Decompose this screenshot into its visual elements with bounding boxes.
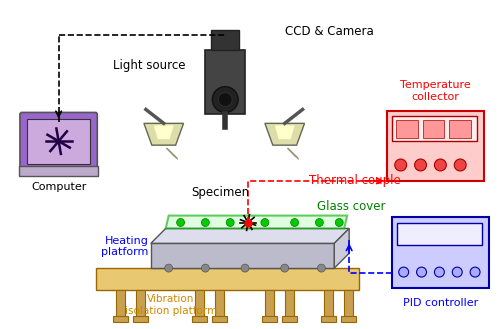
Polygon shape bbox=[265, 123, 304, 145]
FancyBboxPatch shape bbox=[422, 120, 444, 138]
Circle shape bbox=[434, 159, 446, 171]
Circle shape bbox=[202, 218, 209, 226]
Text: Thermal couple: Thermal couple bbox=[310, 174, 401, 187]
Circle shape bbox=[470, 267, 480, 277]
Circle shape bbox=[290, 218, 298, 226]
Circle shape bbox=[226, 218, 234, 226]
Polygon shape bbox=[275, 125, 294, 139]
Circle shape bbox=[318, 264, 326, 272]
Circle shape bbox=[454, 159, 466, 171]
FancyBboxPatch shape bbox=[387, 112, 484, 181]
FancyBboxPatch shape bbox=[19, 166, 98, 176]
Polygon shape bbox=[151, 228, 349, 243]
Text: Glass cover: Glass cover bbox=[318, 200, 386, 213]
FancyBboxPatch shape bbox=[284, 290, 294, 318]
Circle shape bbox=[164, 264, 172, 272]
FancyBboxPatch shape bbox=[206, 50, 245, 114]
Text: Light source: Light source bbox=[112, 59, 185, 72]
Circle shape bbox=[280, 264, 288, 272]
FancyBboxPatch shape bbox=[396, 120, 417, 138]
FancyBboxPatch shape bbox=[20, 113, 98, 171]
FancyBboxPatch shape bbox=[212, 316, 227, 322]
Circle shape bbox=[398, 267, 408, 277]
Circle shape bbox=[176, 218, 184, 226]
FancyBboxPatch shape bbox=[324, 290, 334, 318]
FancyBboxPatch shape bbox=[212, 30, 239, 50]
Polygon shape bbox=[144, 123, 184, 145]
Circle shape bbox=[202, 264, 209, 272]
FancyBboxPatch shape bbox=[341, 316, 356, 322]
Text: Computer: Computer bbox=[31, 182, 86, 192]
Circle shape bbox=[336, 218, 343, 226]
FancyBboxPatch shape bbox=[216, 290, 224, 318]
FancyBboxPatch shape bbox=[282, 316, 296, 322]
Circle shape bbox=[416, 267, 426, 277]
Text: Vibration
isolation platform: Vibration isolation platform bbox=[124, 294, 217, 316]
Circle shape bbox=[452, 267, 462, 277]
Text: PID controller: PID controller bbox=[403, 298, 478, 308]
Circle shape bbox=[241, 264, 249, 272]
Polygon shape bbox=[154, 125, 174, 139]
Circle shape bbox=[316, 218, 324, 226]
FancyBboxPatch shape bbox=[344, 290, 353, 318]
FancyBboxPatch shape bbox=[133, 316, 148, 322]
Text: CCD & Camera: CCD & Camera bbox=[285, 25, 374, 38]
FancyBboxPatch shape bbox=[136, 290, 145, 318]
FancyBboxPatch shape bbox=[27, 119, 90, 164]
FancyBboxPatch shape bbox=[113, 316, 128, 322]
Polygon shape bbox=[334, 228, 349, 268]
FancyBboxPatch shape bbox=[397, 223, 482, 245]
Text: Heating
platform: Heating platform bbox=[102, 236, 149, 257]
Polygon shape bbox=[151, 243, 334, 268]
Circle shape bbox=[261, 218, 269, 226]
FancyBboxPatch shape bbox=[262, 316, 277, 322]
Circle shape bbox=[212, 87, 238, 113]
FancyBboxPatch shape bbox=[450, 120, 471, 138]
FancyBboxPatch shape bbox=[265, 290, 274, 318]
Text: Temperature
collector: Temperature collector bbox=[400, 80, 471, 102]
FancyBboxPatch shape bbox=[192, 316, 208, 322]
FancyBboxPatch shape bbox=[116, 290, 125, 318]
FancyBboxPatch shape bbox=[96, 268, 359, 290]
FancyBboxPatch shape bbox=[196, 290, 204, 318]
FancyBboxPatch shape bbox=[392, 216, 489, 288]
Circle shape bbox=[218, 92, 232, 107]
FancyBboxPatch shape bbox=[322, 316, 336, 322]
Polygon shape bbox=[166, 215, 347, 228]
FancyBboxPatch shape bbox=[392, 116, 477, 141]
Text: Specimen: Specimen bbox=[191, 186, 250, 199]
Circle shape bbox=[434, 267, 444, 277]
Circle shape bbox=[395, 159, 406, 171]
Circle shape bbox=[414, 159, 426, 171]
